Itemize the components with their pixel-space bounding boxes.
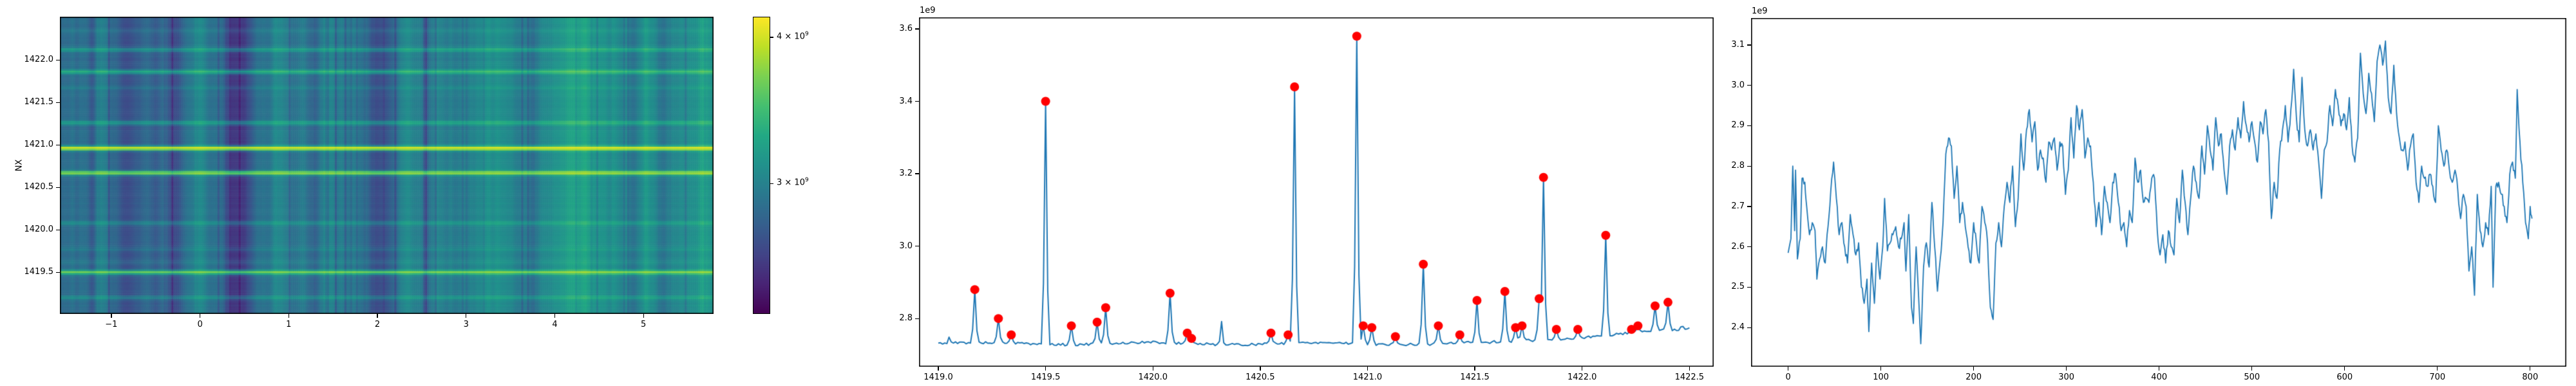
tick-label: 0 <box>1785 372 1791 382</box>
tick-label: 1419.0 <box>923 372 953 382</box>
tick-mark <box>1747 44 1751 46</box>
tick-label: 2.6 <box>1731 241 1745 252</box>
tick-label: 3.4 <box>899 96 913 106</box>
timeseries-canvas <box>1751 18 2566 367</box>
tick-label: 5 <box>641 320 647 329</box>
tick-label: 2.4 <box>1731 322 1745 333</box>
tick-label: 100 <box>1873 372 1889 382</box>
tick-mark <box>1747 327 1751 328</box>
tick-label: 1420.0 <box>1138 372 1168 382</box>
tick-label: 800 <box>2522 372 2539 382</box>
tick-label: 1 <box>286 320 292 329</box>
colorbar-tick-label: 4 × 109 <box>777 31 809 41</box>
tick-mark <box>1747 125 1751 127</box>
colorbar-tick-mark <box>770 183 773 184</box>
tick-mark <box>554 314 556 318</box>
colorbar-tick-text: 4 × 10 <box>777 32 805 42</box>
tick-mark <box>1747 165 1751 167</box>
colorbar <box>753 17 770 314</box>
tick-mark <box>56 187 60 188</box>
tick-label: 400 <box>2151 372 2168 382</box>
tick-label: 3.6 <box>899 24 913 33</box>
tick-label: 1420.0 <box>24 225 54 235</box>
tick-label: 3 <box>463 320 469 329</box>
tick-mark <box>1880 367 1882 371</box>
tick-label: 1421.0 <box>1352 372 1383 382</box>
heatmap-canvas <box>60 17 714 314</box>
tick-mark <box>1474 367 1475 371</box>
tick-mark <box>643 314 644 318</box>
tick-label: 2 <box>374 320 381 329</box>
tick-label: 600 <box>2336 372 2353 382</box>
colorbar-tick-exponent: 9 <box>804 177 809 184</box>
tick-mark <box>1747 85 1751 86</box>
tick-mark <box>2066 367 2067 371</box>
tick-label: −1 <box>105 320 118 329</box>
tick-mark <box>915 100 919 102</box>
tick-mark <box>915 318 919 319</box>
colorbar-tick-label: 3 × 109 <box>777 177 809 187</box>
tick-mark <box>1747 206 1751 207</box>
tick-label: 700 <box>2429 372 2446 382</box>
tick-label: 2.9 <box>1731 120 1745 131</box>
tick-label: 3.1 <box>1731 40 1745 50</box>
tick-label: 2.8 <box>899 313 913 324</box>
tick-label: 1421.5 <box>24 97 54 107</box>
tick-mark <box>2344 367 2345 371</box>
tick-mark <box>1689 367 1690 371</box>
tick-label: 1420.5 <box>24 182 54 192</box>
tick-label: 300 <box>2058 372 2075 382</box>
colorbar-tick-exponent: 9 <box>804 30 809 37</box>
tick-mark <box>915 173 919 174</box>
tick-mark <box>2437 367 2438 371</box>
tick-label: 0 <box>197 320 203 329</box>
colorbar-tick-text: 3 × 10 <box>777 178 805 188</box>
tick-label: 1420.5 <box>1245 372 1275 382</box>
heatmap-y-axis-label: NX <box>14 159 24 172</box>
tick-mark <box>1747 246 1751 248</box>
spectrum-canvas <box>919 17 1714 367</box>
tick-label: 1421.0 <box>24 140 54 150</box>
tick-label: 1422.0 <box>24 55 54 65</box>
tick-label: 1422.5 <box>1674 372 1705 382</box>
tick-mark <box>1973 367 1975 371</box>
tick-label: 200 <box>1965 372 1982 382</box>
tick-label: 500 <box>2244 372 2260 382</box>
tick-label: 2.8 <box>1731 161 1745 171</box>
tick-label: 3.0 <box>899 241 913 251</box>
tick-mark <box>1045 367 1046 371</box>
tick-label: 1421.5 <box>1460 372 1490 382</box>
tick-label: 1422.0 <box>1567 372 1597 382</box>
tick-mark <box>2251 367 2253 371</box>
tick-label: 2.7 <box>1731 201 1745 211</box>
tick-label: 3.2 <box>899 169 913 179</box>
tick-mark <box>56 102 60 103</box>
tick-label: 2.5 <box>1731 282 1745 292</box>
tick-mark <box>1747 286 1751 288</box>
tick-label: 1419.5 <box>1030 372 1061 382</box>
tick-mark <box>1367 367 1368 371</box>
tick-label: 4 <box>552 320 558 329</box>
timeseries-offset-label: 1e9 <box>1752 6 1768 16</box>
spectrum-offset-label: 1e9 <box>920 6 936 15</box>
tick-mark <box>56 271 60 273</box>
tick-mark <box>915 28 919 30</box>
tick-label: 3.0 <box>1731 80 1745 90</box>
tick-label: 1419.5 <box>24 267 54 277</box>
